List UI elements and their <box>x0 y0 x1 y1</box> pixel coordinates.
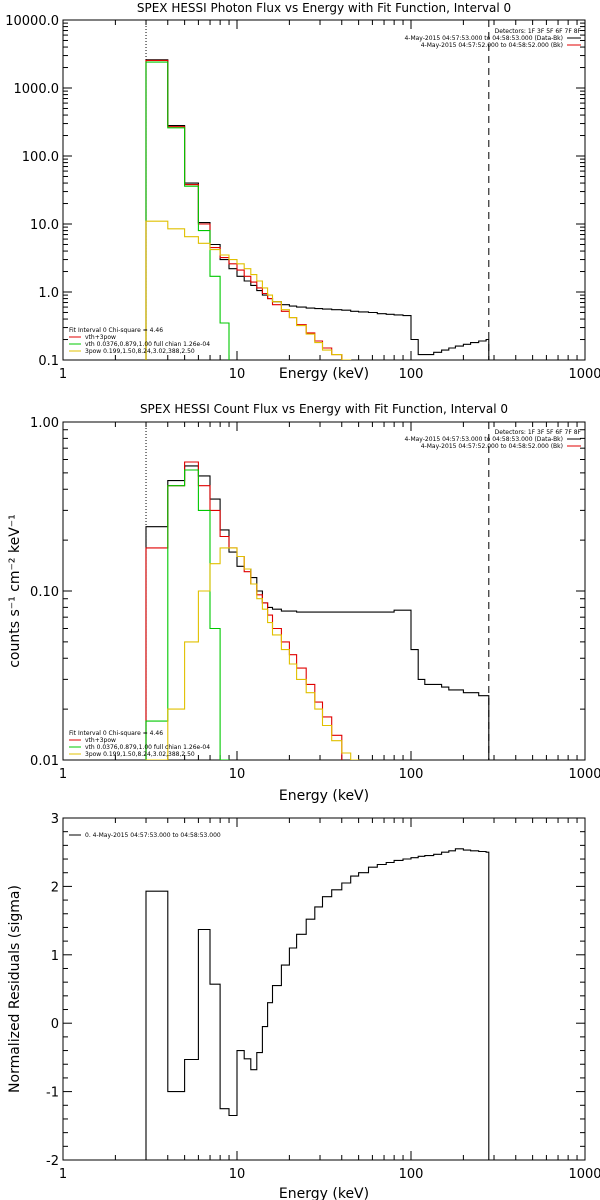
y-tick-label: 2 <box>51 880 59 895</box>
series-vth <box>145 61 230 360</box>
photon-flux-panel: SPEX HESSI Photon Flux vs Energy with Fi… <box>5 1 600 382</box>
legend-entry: 3pow 0.199,1.50,8.24,3.02,388,2.50 <box>85 348 195 355</box>
legend-entry: Fit Interval 0 Chi-square = 4.46 <box>69 730 163 737</box>
y-tick-label: 0.01 <box>30 754 59 769</box>
plot-frame <box>62 817 586 1161</box>
y-tick-label: 1.0 <box>38 286 59 301</box>
plot-frame <box>62 421 586 761</box>
x-tick-label: 1 <box>59 367 67 382</box>
legend-entry: vth+3pow <box>85 334 116 341</box>
y-tick-label: 1 <box>51 949 59 964</box>
residuals-panel: 1 10 100 1000 -2 -1 0 1 2 3 Energy (keV) Normalized… <box>7 812 600 1200</box>
series-group <box>145 59 490 360</box>
y-tick-label: 1000.0 <box>14 82 60 97</box>
x-tick-label: 1000 <box>568 1167 600 1182</box>
y-tick-label: 0 <box>51 1017 59 1032</box>
legend-entry: vth 0.0376,0.879,1.00 full chian 1.26e-0… <box>85 744 210 751</box>
series-vth <box>145 469 230 760</box>
x-tick-label: 100 <box>399 1167 424 1182</box>
y-tick-label: 10.0 <box>30 218 59 233</box>
x-tick-label: 1 <box>59 767 67 782</box>
header-line: Detectors: 1F 3F 5F 6F 7F 8F <box>495 429 582 436</box>
y-tick-label: 100.0 <box>22 150 59 165</box>
x-tick-label: 1000 <box>568 767 600 782</box>
series-residuals <box>145 848 490 1160</box>
series-vth-3pow <box>145 461 343 760</box>
header-line: 4-May-2015 04:57:53.000 to 04:58:53.000 … <box>404 436 563 443</box>
x-axis-label: Energy (keV) <box>279 1186 369 1200</box>
series-data-bk <box>145 465 490 760</box>
y-tick-label: 3 <box>51 812 59 827</box>
legend-entry: vth+3pow <box>85 737 116 744</box>
y-tick-label: 1.00 <box>30 416 59 431</box>
y-axis-label: counts s⁻¹ cm⁻² keV⁻¹ <box>7 514 23 668</box>
plot-frame <box>62 19 586 361</box>
y-tick-label: 0.10 <box>30 585 59 600</box>
header-line: 4-May-2015 04:57:52.000 to 04:58:52.000 … <box>421 443 563 450</box>
x-tick-label: 10 <box>229 1167 246 1182</box>
series-group <box>145 461 490 760</box>
x-tick-label: 100 <box>399 367 424 382</box>
y-tick-label: -2 <box>46 1154 59 1169</box>
x-axis-label: Energy (keV) <box>279 366 369 382</box>
x-axis-label: Energy (keV) <box>279 788 369 804</box>
y-tick-label: 10000.0 <box>5 14 59 29</box>
chart-title: SPEX HESSI Count Flux vs Energy with Fit… <box>140 402 508 416</box>
y-tick-label: 0.1 <box>38 354 59 369</box>
header-line: Detectors: 1F 3F 5F 6F 7F 8F <box>495 28 582 35</box>
chart-title: SPEX HESSI Photon Flux vs Energy with Fi… <box>137 1 511 15</box>
x-tick-label: 1 <box>59 1167 67 1182</box>
x-tick-label: 100 <box>399 767 424 782</box>
y-tick-label: -1 <box>46 1086 59 1101</box>
x-tick-label: 10 <box>229 767 246 782</box>
series-3pow <box>145 220 352 360</box>
legend-entry: Fit Interval 0 Chi-square = 4.46 <box>69 327 163 334</box>
legend-entry: 3pow 0.199,1.50,8.24,3.02,388,2.50 <box>85 751 195 758</box>
x-tick-label: 1000 <box>568 367 600 382</box>
header-line: 4-May-2015 04:57:53.000 to 04:58:53.000 … <box>404 35 563 42</box>
series-vth-3pow <box>145 59 343 360</box>
legend-entry: vth 0.0376,0.879,1.00 full chian 1.26e-0… <box>85 341 210 348</box>
legend-entry: 0. 4-May-2015 04:57:53.000 to 04:58:53.0… <box>85 832 221 839</box>
header-line: 4-May-2015 04:57:52.000 to 04:58:52.000 … <box>421 42 563 49</box>
count-flux-panel: SPEX HESSI Count Flux vs Energy with Fit… <box>7 402 600 804</box>
series-3pow <box>145 547 360 760</box>
y-axis-label: Normalized Residuals (sigma) <box>7 885 23 1093</box>
series-data-bk <box>145 59 490 360</box>
series-group <box>145 848 490 1160</box>
x-tick-label: 10 <box>229 367 246 382</box>
